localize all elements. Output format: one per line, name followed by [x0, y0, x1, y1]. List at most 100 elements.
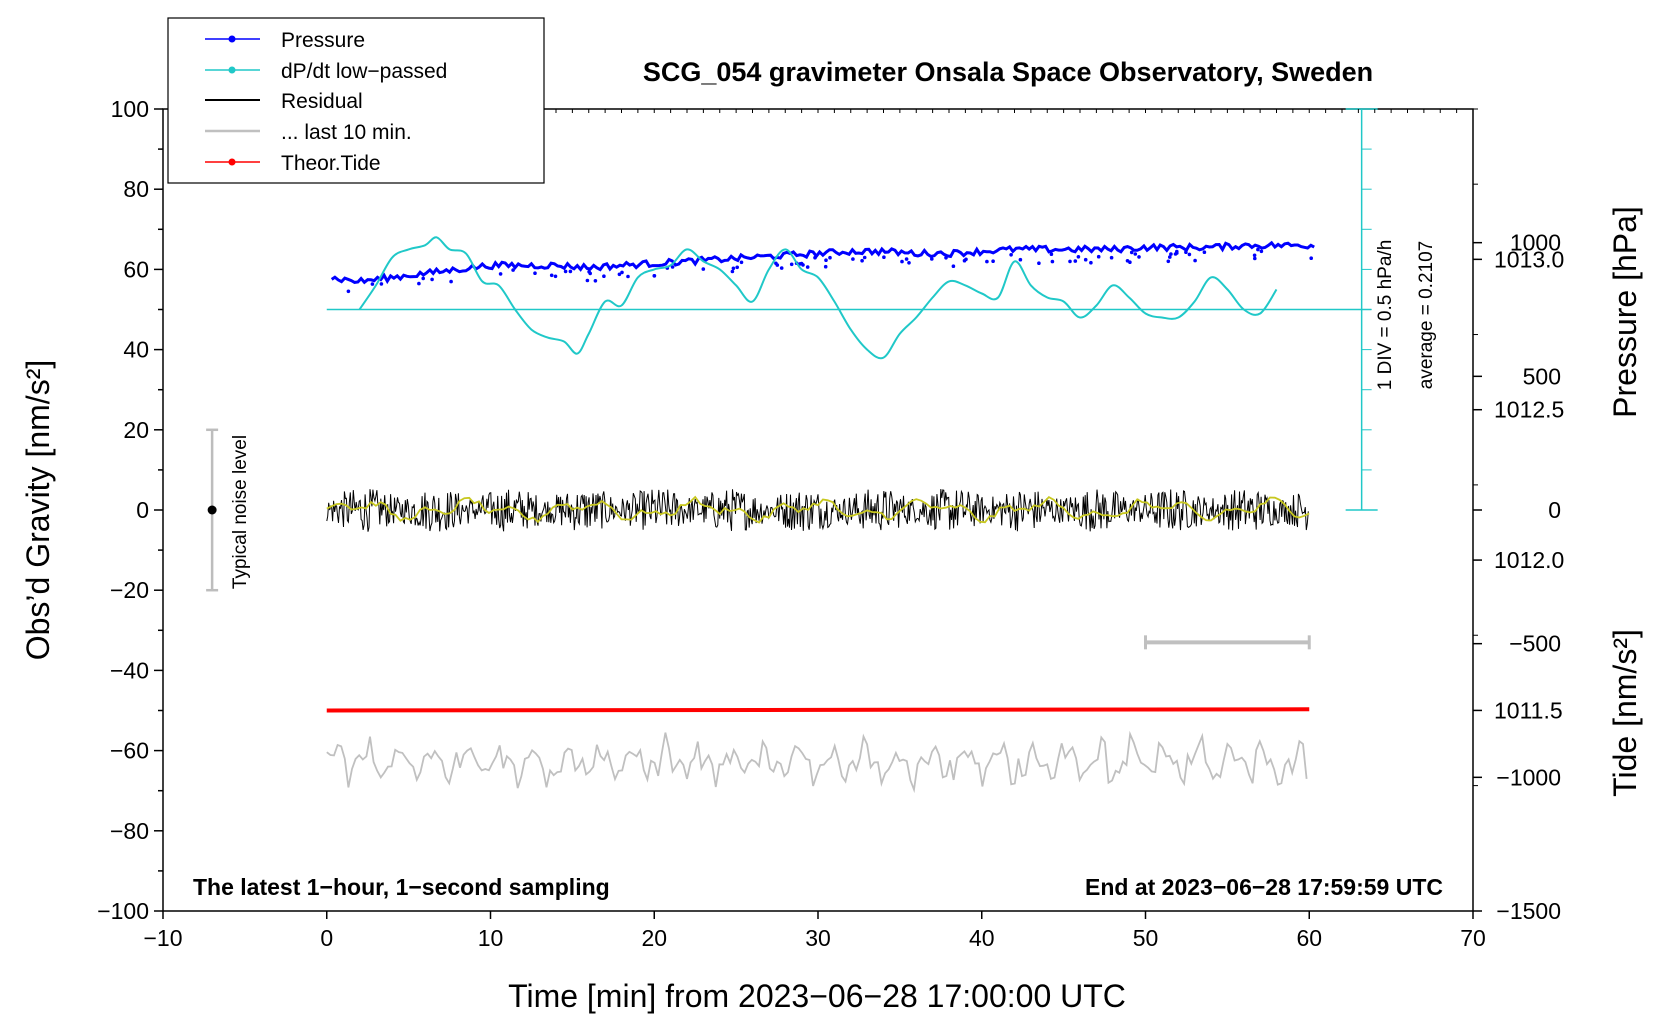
pressure-point — [951, 264, 956, 269]
pressure-point — [1184, 250, 1188, 254]
pressure-point — [1073, 259, 1078, 263]
x-tick-label: 10 — [478, 925, 504, 951]
tide-tick-label: −1500 — [1496, 898, 1561, 924]
pressure-point — [370, 282, 375, 286]
average-label: average = 0.2107 — [1416, 241, 1437, 389]
series-theor-tide — [326, 707, 1310, 713]
series-dpdt — [358, 236, 1278, 360]
pressure-point — [823, 264, 828, 269]
pressure-point — [730, 269, 735, 274]
x-tick-label: 50 — [1133, 925, 1159, 951]
y-axis-title-pressure: Pressure [hPa] — [1607, 206, 1643, 418]
y-tick-label-left: −80 — [110, 818, 149, 844]
plot-layer — [206, 108, 1378, 794]
pressure-point — [1137, 255, 1141, 259]
pressure-point — [1252, 253, 1257, 258]
pressure-point — [774, 261, 778, 266]
end-note: End at 2023−06−28 17:59:59 UTC — [1085, 874, 1443, 900]
pressure-point — [1083, 257, 1088, 262]
pressure-point — [417, 281, 421, 286]
tide-tick-label: 1000 — [1510, 230, 1561, 256]
pressure-point — [907, 261, 911, 265]
pressure-point — [549, 273, 554, 278]
pressure-point — [1050, 259, 1055, 264]
pressure-point — [991, 259, 995, 264]
noise-label: Typical noise level — [230, 435, 251, 589]
pressure-point — [1009, 253, 1013, 257]
pressure-point — [1309, 256, 1313, 261]
x-axis-title: Time [min] from 2023−06−28 17:00:00 UTC — [508, 978, 1126, 1014]
pressure-point — [430, 277, 434, 282]
pressure-point — [813, 255, 817, 260]
y-tick-label-left: −20 — [110, 577, 149, 603]
legend-dot-pressure — [228, 35, 236, 43]
div-label: 1 DIV = 0.5 hPa/h — [1375, 240, 1396, 391]
pressure-point — [346, 289, 351, 294]
y-tick-label-left: 20 — [123, 417, 149, 443]
series-residual-smoothed — [326, 495, 1310, 524]
pressure-point — [1187, 252, 1192, 257]
pressure-point — [1166, 259, 1171, 264]
pressure-point — [930, 257, 934, 261]
pressure-point — [1259, 249, 1264, 254]
pressure-point — [860, 258, 864, 263]
pressure-point — [587, 269, 591, 274]
pressure-point — [882, 255, 886, 259]
tide-tick-label: −500 — [1509, 631, 1561, 657]
legend-label-pressure: Pressure — [281, 29, 365, 52]
series-residual — [326, 489, 1309, 532]
pressure-point — [851, 257, 855, 261]
pressure-point — [1049, 252, 1054, 256]
y-tick-label-left: 100 — [111, 96, 149, 122]
y-tick-label-left: 80 — [123, 176, 149, 202]
pressure-point — [563, 269, 568, 274]
pressure-point — [379, 282, 384, 286]
pressure-point — [511, 268, 515, 272]
pressure-point — [1089, 260, 1093, 265]
pressure-tick-label: 1012.0 — [1494, 547, 1564, 573]
pressure-point — [421, 276, 426, 281]
pressure-point — [789, 262, 794, 267]
legend-entry-dpdt: dP/dt low−passed — [205, 60, 447, 83]
pressure-tick-label: 1012.5 — [1494, 397, 1564, 423]
pressure-point — [735, 265, 739, 270]
pressure-point — [593, 279, 598, 283]
x-tick-label: −10 — [143, 925, 182, 951]
legend-entry-tide: Theor.Tide — [205, 152, 381, 175]
noise-bar-center — [207, 505, 217, 515]
legend-entry-last10: ... last 10 min. — [205, 121, 412, 144]
pressure-point — [701, 267, 706, 271]
x-tick-label: 20 — [641, 925, 667, 951]
y-tick-label-left: −100 — [97, 898, 149, 924]
y-tick-label-left: 0 — [136, 497, 149, 523]
legend-entry-residual: Residual — [205, 90, 363, 113]
legend-label-last10: ... last 10 min. — [281, 121, 412, 144]
pressure-point — [964, 257, 968, 262]
pressure-point — [1037, 261, 1041, 266]
pressure-point — [585, 278, 590, 283]
pressure-point — [1129, 250, 1134, 255]
pressure-point — [533, 271, 537, 276]
pressure-point — [739, 260, 744, 265]
pressure-point — [1256, 247, 1260, 252]
pressure-point — [1128, 260, 1132, 265]
pressure-point — [862, 255, 867, 260]
legend-dot-tide — [228, 158, 236, 166]
pressure-point — [1253, 256, 1257, 261]
x-tick-label: 0 — [320, 925, 333, 951]
series-pressure — [330, 240, 1315, 285]
pressure-point — [1096, 254, 1101, 259]
y-tick-label-left: −60 — [110, 738, 149, 764]
legend-label-tide: Theor.Tide — [281, 152, 381, 175]
pressure-point — [824, 258, 828, 263]
axes-layer: −10 0 10 20 30 40 50 60 70−100−80−60−40−20020406… — [97, 96, 1564, 951]
pressure-point — [568, 269, 573, 274]
pressure-point — [1202, 250, 1207, 254]
x-tick-label: 70 — [1460, 925, 1486, 951]
pressure-point — [779, 266, 784, 270]
x-tick-label: 40 — [969, 925, 995, 951]
pressure-point — [1175, 251, 1179, 255]
pressure-point — [944, 255, 948, 260]
y-axis-title-left: Obs’d Gravity [nm/s²] — [20, 360, 56, 661]
